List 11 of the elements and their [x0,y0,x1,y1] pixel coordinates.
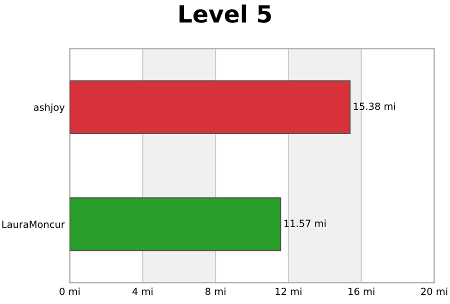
data-label: 11.57 mi [284,219,326,228]
x-tick-label: 0 mi [60,288,80,296]
x-tick-label: 8 mi [205,288,226,296]
x-tick-label: 4 mi [132,288,152,295]
x-tick-label: 12 mi [276,288,302,295]
data-label: 15.38 mi [354,102,396,110]
x-tick-label: 16 mi [348,288,374,296]
y-tick-label: LauraMoncur [2,220,65,228]
y-tick-label: ashjoy [34,103,65,113]
x-tick-label: 20 mi [421,288,448,296]
chart-title: Level 5 [180,4,271,23]
